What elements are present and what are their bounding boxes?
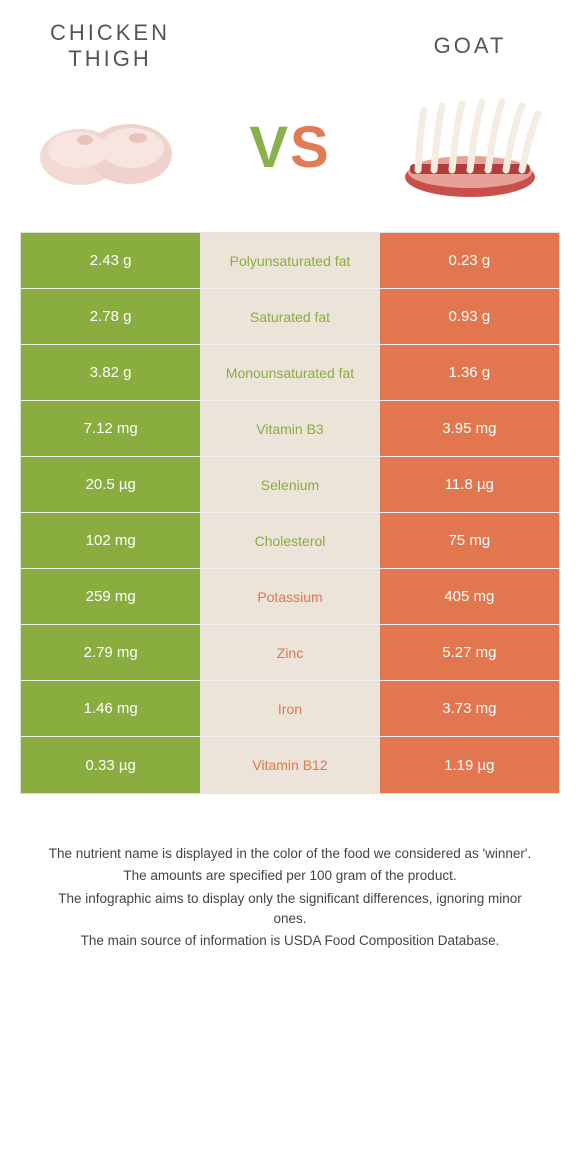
table-row: 7.12 mgVitamin B33.95 mg bbox=[21, 401, 559, 457]
goat-rack-image bbox=[390, 92, 550, 202]
table-row: 1.46 mgIron3.73 mg bbox=[21, 681, 559, 737]
right-value-cell: 11.8 µg bbox=[380, 457, 559, 513]
left-value-cell: 2.78 g bbox=[21, 289, 200, 345]
right-value-cell: 0.93 g bbox=[380, 289, 559, 345]
nutrient-label-cell: Iron bbox=[200, 681, 379, 737]
images-row: VS bbox=[20, 82, 560, 232]
left-food-title: CHICKEN THIGH bbox=[20, 20, 200, 72]
left-value-cell: 1.46 mg bbox=[21, 681, 200, 737]
table-row: 259 mgPotassium405 mg bbox=[21, 569, 559, 625]
right-food-title: GOAT bbox=[380, 33, 560, 59]
left-value-cell: 20.5 µg bbox=[21, 457, 200, 513]
footnote-line: The main source of information is USDA F… bbox=[40, 931, 540, 951]
right-value-cell: 3.73 mg bbox=[380, 681, 559, 737]
left-value-cell: 2.43 g bbox=[21, 233, 200, 289]
nutrient-label-cell: Monounsaturated fat bbox=[200, 345, 379, 401]
right-value-cell: 5.27 mg bbox=[380, 625, 559, 681]
nutrient-label-cell: Selenium bbox=[200, 457, 379, 513]
vs-s: S bbox=[290, 115, 331, 180]
left-value-cell: 2.79 mg bbox=[21, 625, 200, 681]
right-value-cell: 3.95 mg bbox=[380, 401, 559, 457]
nutrient-label-cell: Cholesterol bbox=[200, 513, 379, 569]
table-row: 20.5 µgSelenium11.8 µg bbox=[21, 457, 559, 513]
infographic-container: CHICKEN THIGH GOAT VS bbox=[0, 0, 580, 983]
table-row: 2.78 gSaturated fat0.93 g bbox=[21, 289, 559, 345]
header-row: CHICKEN THIGH GOAT bbox=[20, 10, 560, 82]
nutrient-label-cell: Vitamin B3 bbox=[200, 401, 379, 457]
right-value-cell: 75 mg bbox=[380, 513, 559, 569]
vs-label: VS bbox=[249, 114, 330, 181]
right-value-cell: 0.23 g bbox=[380, 233, 559, 289]
left-value-cell: 7.12 mg bbox=[21, 401, 200, 457]
nutrient-label-cell: Polyunsaturated fat bbox=[200, 233, 379, 289]
footnote-line: The amounts are specified per 100 gram o… bbox=[40, 866, 540, 886]
table-row: 3.82 gMonounsaturated fat1.36 g bbox=[21, 345, 559, 401]
table-row: 2.43 gPolyunsaturated fat0.23 g bbox=[21, 233, 559, 289]
right-value-cell: 1.19 µg bbox=[380, 737, 559, 793]
nutrient-label-cell: Vitamin B12 bbox=[200, 737, 379, 793]
footnote-line: The nutrient name is displayed in the co… bbox=[40, 844, 540, 864]
nutrient-table: 2.43 gPolyunsaturated fat0.23 g2.78 gSat… bbox=[20, 232, 560, 794]
left-value-cell: 102 mg bbox=[21, 513, 200, 569]
nutrient-label-cell: Zinc bbox=[200, 625, 379, 681]
right-value-cell: 1.36 g bbox=[380, 345, 559, 401]
nutrient-label-cell: Potassium bbox=[200, 569, 379, 625]
table-row: 102 mgCholesterol75 mg bbox=[21, 513, 559, 569]
vs-v: V bbox=[249, 115, 290, 180]
left-value-cell: 3.82 g bbox=[21, 345, 200, 401]
footnotes-block: The nutrient name is displayed in the co… bbox=[20, 794, 560, 973]
nutrient-label-cell: Saturated fat bbox=[200, 289, 379, 345]
table-row: 2.79 mgZinc5.27 mg bbox=[21, 625, 559, 681]
footnote-line: The infographic aims to display only the… bbox=[40, 889, 540, 930]
left-value-cell: 0.33 µg bbox=[21, 737, 200, 793]
left-value-cell: 259 mg bbox=[21, 569, 200, 625]
chicken-thigh-image bbox=[30, 92, 190, 202]
right-value-cell: 405 mg bbox=[380, 569, 559, 625]
table-row: 0.33 µgVitamin B121.19 µg bbox=[21, 737, 559, 793]
